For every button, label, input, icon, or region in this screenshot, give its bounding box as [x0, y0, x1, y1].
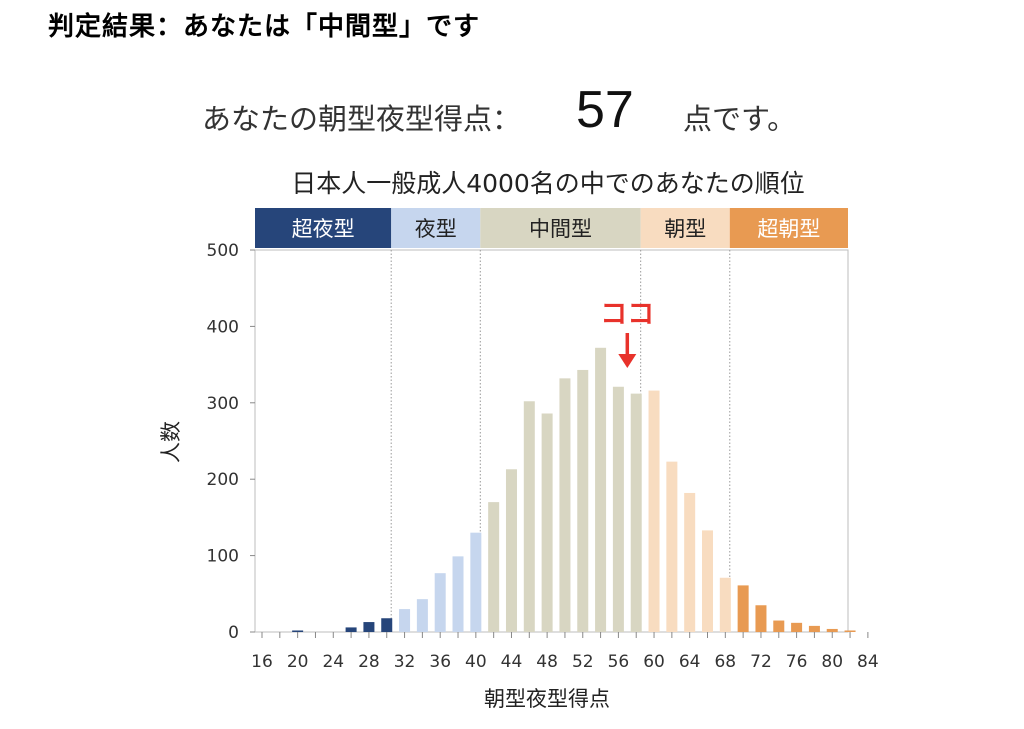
bar	[577, 369, 589, 632]
x-tick-label: 44	[501, 652, 523, 672]
category-band-label: 夜型	[415, 217, 457, 241]
x-axis-label: 朝型夜型得点	[484, 687, 610, 711]
bar	[381, 618, 393, 632]
x-tick-label: 60	[643, 652, 665, 672]
bar	[399, 609, 411, 632]
bar	[292, 630, 304, 632]
category-band	[640, 208, 730, 248]
category-band-label: 朝型	[664, 217, 706, 241]
category-band-label: 超夜型	[292, 217, 355, 241]
bar	[719, 577, 731, 632]
y-axis-label: 人数	[159, 421, 183, 463]
bar	[648, 390, 660, 632]
bar	[702, 530, 713, 632]
bar	[452, 556, 464, 632]
bar	[737, 585, 749, 632]
bar	[559, 378, 571, 632]
y-tick-label: 100	[207, 547, 239, 567]
x-tick-label: 80	[821, 652, 843, 672]
category-band	[729, 208, 848, 248]
bar-series	[292, 347, 856, 632]
y-tick-label: 400	[207, 317, 239, 337]
chart-axes: 0 100 200 300 400 500 16 20 24 28 32 36 40 44 48 52 56 60…	[207, 241, 879, 672]
x-tick-label: 64	[679, 652, 701, 672]
bar	[826, 628, 838, 632]
category-band	[480, 208, 641, 248]
bar	[844, 630, 856, 632]
bar	[595, 347, 607, 632]
x-tick-label: 76	[786, 652, 808, 672]
bar	[755, 605, 767, 632]
x-tick-label: 84	[857, 652, 879, 672]
x-tick-label: 16	[251, 652, 273, 672]
annotation-arrow-head	[618, 354, 637, 368]
bar	[363, 622, 375, 632]
score-suffix: 点です。	[683, 102, 797, 136]
category-band-label: 中間型	[529, 217, 592, 241]
x-tick-label: 40	[465, 652, 487, 672]
bar	[488, 502, 500, 632]
category-band-label: 超朝型	[757, 217, 820, 241]
category-band	[391, 208, 481, 248]
x-tick-label: 56	[608, 652, 630, 672]
bar	[505, 469, 517, 632]
score-row: あなたの朝型夜型得点： 57 点です。	[0, 80, 1024, 150]
bar	[666, 461, 678, 632]
annotation: ココ	[600, 299, 654, 368]
y-tick-label: 200	[207, 470, 239, 490]
bar	[345, 627, 357, 632]
x-tick-label: 48	[536, 652, 558, 672]
x-tick-label: 52	[572, 652, 594, 672]
bar	[612, 386, 624, 632]
x-tick-label: 36	[429, 652, 451, 672]
bar	[416, 599, 428, 632]
category-band	[255, 208, 392, 248]
bar	[808, 625, 820, 632]
result-headline: 判定結果：あなたは「中間型」です	[48, 12, 481, 42]
y-tick-label: 0	[228, 623, 239, 643]
x-tick-label: 28	[358, 652, 380, 672]
x-tick-label: 72	[750, 652, 772, 672]
bar	[470, 532, 482, 632]
annotation-label: ココ	[600, 299, 654, 330]
chart-title: 日本人一般成人4000名の中でのあなたの順位	[291, 169, 805, 198]
bar	[541, 413, 553, 632]
bar	[791, 622, 803, 632]
y-tick-label: 500	[207, 241, 239, 261]
score-value: 57	[576, 81, 634, 139]
x-tick-label: 20	[287, 652, 309, 672]
bar	[630, 393, 642, 632]
y-tick-label: 300	[207, 394, 239, 414]
score-label: あなたの朝型夜型得点：	[202, 102, 522, 136]
bar	[434, 573, 446, 632]
x-tick-label: 68	[714, 652, 736, 672]
x-tick-label: 24	[322, 652, 344, 672]
bar	[684, 492, 696, 632]
bar	[523, 401, 535, 632]
x-tick-label: 32	[394, 652, 416, 672]
bar	[773, 620, 785, 632]
category-bands: 超夜型 夜型 中間型 朝型 超朝型	[255, 208, 848, 248]
